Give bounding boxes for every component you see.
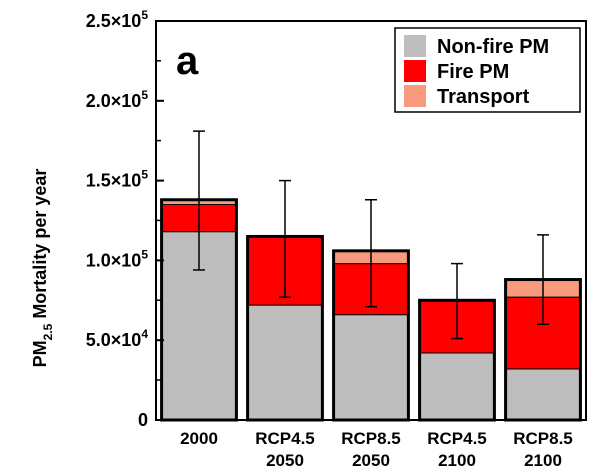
x-tick-label-line2-4: 2100 <box>524 451 562 470</box>
y-axis-label: PM2.5 Mortality per year <box>30 169 55 368</box>
y-axis-label-rest: Mortality per year <box>30 169 50 324</box>
y-tick-label-0: 0 <box>138 410 148 430</box>
x-axis: 2000 RCP4.5 2050 RCP8.5 2050 RCP4.5 2100 RCP8.5… <box>180 429 573 470</box>
legend-swatch-transport <box>404 85 426 107</box>
y-axis-label-sub: 2.5 <box>41 323 55 340</box>
y-axis-label-main: PM <box>30 340 50 367</box>
y-tick-label-3: 1.5×105 <box>86 168 149 191</box>
legend: Non-fire PM Fire PM Transport <box>394 27 581 113</box>
bar-non-fire-3 <box>419 352 495 421</box>
x-tick-label-line2-2: 2050 <box>352 451 390 470</box>
legend-swatch-non-fire <box>404 35 426 57</box>
y-tick-label-2: 1.0×105 <box>86 247 149 270</box>
y-tick-label-4: 2.0×105 <box>86 88 149 111</box>
x-tick-label-line2-3: 2100 <box>438 451 476 470</box>
legend-label-fire: Fire PM <box>437 61 509 83</box>
x-tick-label-0: 2000 <box>180 429 218 448</box>
y-tick-label-1: 5.0×104 <box>86 327 149 350</box>
y-axis: 0 5.0×104 1.0×105 1.5×105 2.0×105 2.5×105 <box>86 8 164 430</box>
x-tick-label-1: RCP4.5 <box>255 429 315 448</box>
x-tick-label-2: RCP8.5 <box>341 429 401 448</box>
bar-non-fire-2 <box>333 314 409 421</box>
error-bars-group <box>193 130 549 340</box>
panel-label: a <box>176 39 199 83</box>
y-tick-label-5: 2.5×105 <box>86 8 149 31</box>
x-tick-label-line2-1: 2050 <box>266 451 304 470</box>
legend-label-transport: Transport <box>437 86 530 108</box>
x-tick-label-4: RCP8.5 <box>513 429 573 448</box>
legend-label-non-fire: Non-fire PM <box>437 36 549 58</box>
bar-non-fire-1 <box>247 304 323 421</box>
legend-swatch-fire <box>404 60 426 82</box>
bar-non-fire-4 <box>505 368 581 421</box>
x-tick-label-3: RCP4.5 <box>427 429 487 448</box>
